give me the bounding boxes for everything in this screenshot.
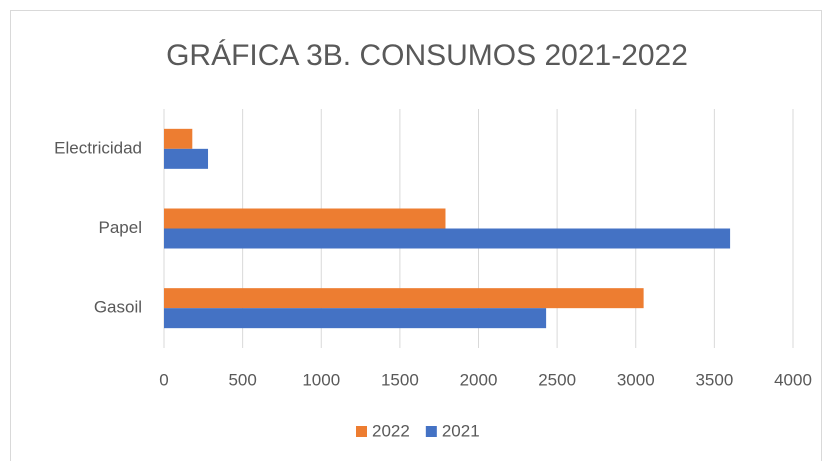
x-tick-label: 1500 [381,370,419,389]
legend-swatch [356,426,367,437]
bar [164,308,547,329]
legend-label: 2022 [372,421,410,440]
x-tick-label: 3000 [617,370,655,389]
x-tick-label: 500 [228,370,256,389]
bar [164,148,209,169]
bar [164,208,446,229]
y-tick-label: Electricidad [54,138,142,157]
legend-label: 2021 [442,421,480,440]
x-tick-label: 1000 [302,370,340,389]
x-tick-label: 2000 [460,370,498,389]
bar [164,128,193,149]
legend-swatch [425,426,437,437]
y-tick-label: Papel [99,218,142,237]
bar [164,228,731,249]
x-tick-label: 3500 [695,370,733,389]
x-tick-label: 2500 [538,370,576,389]
bar [164,288,644,309]
chart-title: GRÁFICA 3B. CONSUMOS 2021-2022 [166,39,688,72]
y-tick-label: Gasoil [94,298,142,317]
x-tick-label: 0 [159,370,168,389]
x-tick-label: 4000 [774,370,812,389]
